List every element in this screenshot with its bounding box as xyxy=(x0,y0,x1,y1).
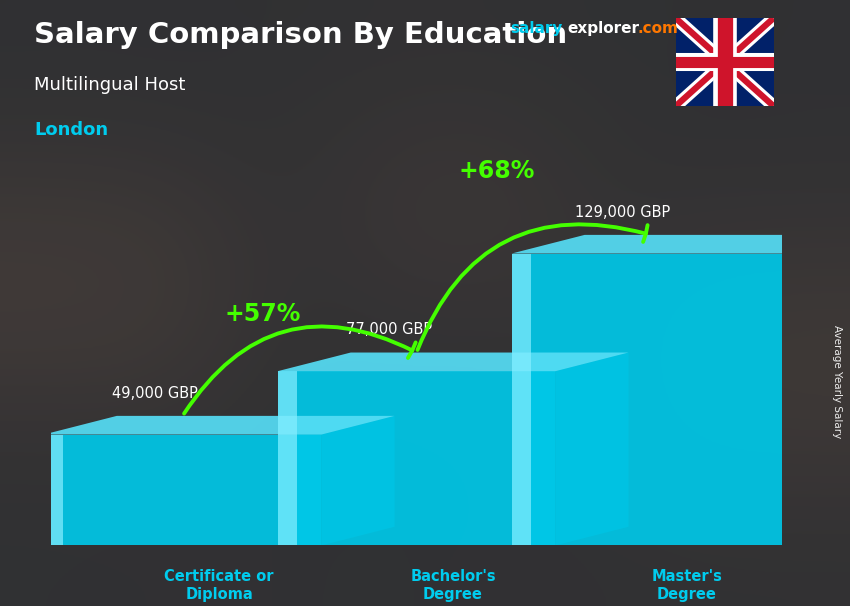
Text: +57%: +57% xyxy=(224,302,301,326)
Text: 129,000 GBP: 129,000 GBP xyxy=(575,205,671,219)
Polygon shape xyxy=(512,253,790,545)
Polygon shape xyxy=(790,235,850,545)
Polygon shape xyxy=(512,253,531,545)
Text: Salary Comparison By Education: Salary Comparison By Education xyxy=(34,21,567,49)
Polygon shape xyxy=(278,371,297,545)
Polygon shape xyxy=(43,416,394,435)
Text: Average Yearly Salary: Average Yearly Salary xyxy=(832,325,842,438)
Polygon shape xyxy=(555,353,628,545)
Text: Multilingual Host: Multilingual Host xyxy=(34,76,185,94)
Polygon shape xyxy=(43,435,321,545)
Polygon shape xyxy=(278,371,555,545)
Text: 49,000 GBP: 49,000 GBP xyxy=(112,385,198,401)
Text: Master's
Degree: Master's Degree xyxy=(652,569,722,602)
Text: Certificate or
Diploma: Certificate or Diploma xyxy=(164,569,274,602)
Text: Bachelor's
Degree: Bachelor's Degree xyxy=(411,569,496,602)
Text: explorer: explorer xyxy=(568,21,640,36)
Polygon shape xyxy=(321,416,394,545)
Text: London: London xyxy=(34,121,108,139)
Text: 77,000 GBP: 77,000 GBP xyxy=(346,322,432,338)
Text: salary: salary xyxy=(510,21,563,36)
Polygon shape xyxy=(512,235,850,253)
Polygon shape xyxy=(43,435,63,545)
Text: +68%: +68% xyxy=(459,159,536,182)
Polygon shape xyxy=(278,353,628,371)
Text: .com: .com xyxy=(638,21,678,36)
